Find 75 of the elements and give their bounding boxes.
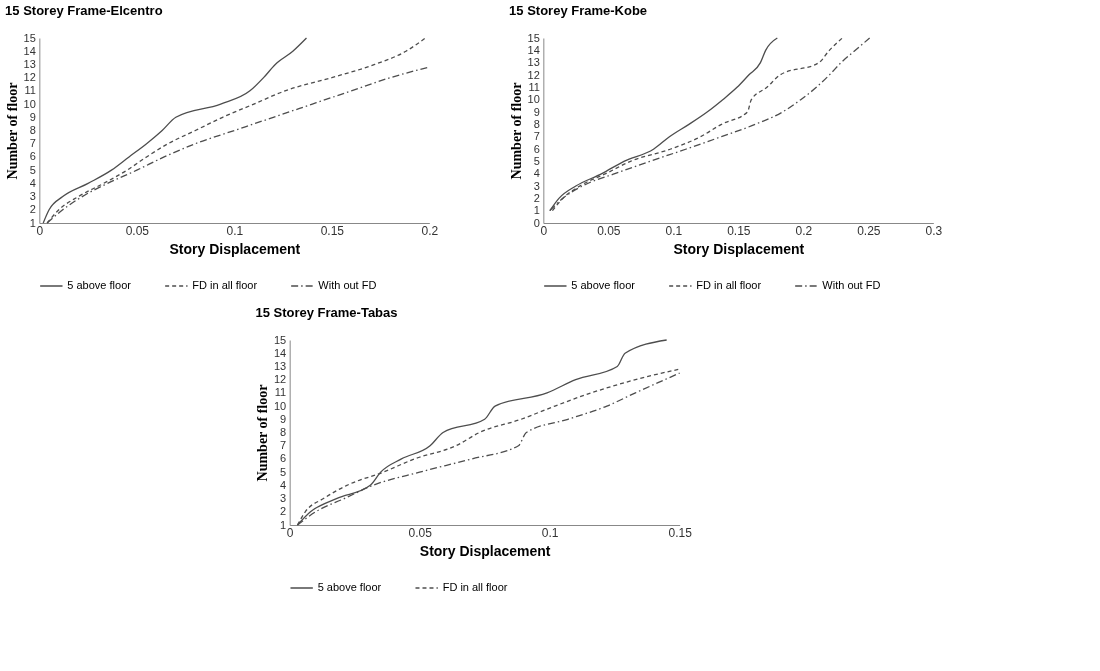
- x-tick-label: 0.3: [925, 223, 943, 238]
- y-tick-label: 12: [527, 68, 540, 81]
- y-tick-label: 14: [527, 43, 540, 56]
- y-tick-label: 10: [527, 93, 540, 106]
- x-tick-label: 0.05: [408, 525, 433, 540]
- x-axis-title: Story Displacement: [419, 542, 551, 559]
- y-tick-label: 3: [533, 179, 540, 192]
- x-tick-label: 0.05: [125, 223, 150, 238]
- y-tick-label: 8: [280, 426, 287, 438]
- y-tick-label: 7: [280, 439, 287, 452]
- y-tick-label: 4: [533, 167, 540, 180]
- y-tick-label: 11: [528, 80, 540, 93]
- legend-label: FD in all floor: [696, 279, 762, 291]
- y-tick-label: 6: [29, 150, 36, 163]
- y-tick-label: 13: [23, 57, 36, 70]
- y-tick-label: 9: [533, 105, 540, 118]
- y-tick-label: 9: [29, 110, 36, 123]
- y-tick-label: 14: [23, 44, 36, 57]
- y-tick-label: 7: [29, 137, 36, 150]
- y-tick-label: 10: [23, 97, 36, 110]
- chart-title: 15 Storey Frame-Elcentro: [5, 3, 163, 18]
- y-tick-label: 15: [23, 31, 36, 44]
- legend-label: FD in all floor: [192, 279, 258, 291]
- x-tick-label: 0.25: [857, 223, 881, 238]
- legend-label: With out FD: [822, 279, 881, 291]
- y-tick-label: 7: [533, 130, 540, 143]
- chart-title: 15 Storey Frame-Kobe: [509, 3, 648, 18]
- y-tick-label: 6: [280, 452, 287, 465]
- x-tick-label: 0.15: [727, 223, 751, 238]
- x-tick-label: 0.2: [421, 223, 439, 238]
- legend-label: With out FD: [318, 279, 377, 291]
- y-tick-label: 15: [273, 333, 287, 346]
- y-tick-label: 15: [527, 31, 540, 44]
- x-axis-title: Story Displacement: [673, 240, 805, 257]
- x-tick-label: 0.15: [320, 223, 345, 238]
- x-tick-label: 0.1: [541, 525, 559, 540]
- y-tick-label: 13: [273, 359, 287, 372]
- y-tick-label: 3: [280, 492, 287, 505]
- x-axis-title: Story Displacement: [169, 240, 301, 257]
- legend-label: 5 above floor: [571, 279, 636, 291]
- y-tick-label: 2: [29, 203, 36, 216]
- x-tick-label: 0.05: [597, 223, 621, 238]
- y-tick-label: 5: [533, 154, 540, 167]
- y-tick-label: 4: [280, 478, 287, 491]
- chart-title: 15 Storey Frame-Tabas: [255, 305, 398, 320]
- y-tick-label: 1: [29, 216, 36, 229]
- legend-label: 5 above floor: [67, 279, 132, 291]
- x-tick-label: 0.2: [795, 223, 813, 238]
- y-tick-label: 8: [29, 124, 36, 136]
- y-tick-label: 12: [23, 71, 36, 84]
- legend-label: FD in all floor: [442, 581, 508, 593]
- y-axis-title: Number of floor: [4, 82, 20, 180]
- y-tick-label: 9: [280, 412, 287, 425]
- y-tick-label: 13: [527, 56, 540, 69]
- y-tick-label: 10: [273, 399, 287, 412]
- x-tick-label: 0.15: [668, 525, 693, 540]
- x-tick-label: 0.1: [665, 223, 683, 238]
- y-tick-label: 2: [280, 505, 287, 518]
- y-tick-label: 3: [29, 190, 36, 203]
- y-tick-label: 2: [533, 191, 540, 204]
- y-tick-label: 1: [533, 204, 540, 217]
- y-tick-label: 11: [274, 386, 287, 399]
- y-tick-label: 4: [29, 176, 36, 189]
- legend-label: 5 above floor: [317, 581, 382, 593]
- y-tick-label: 12: [273, 373, 287, 386]
- y-tick-label: 5: [280, 465, 287, 478]
- y-axis-title: Number of floor: [508, 82, 524, 180]
- y-tick-label: 11: [24, 84, 36, 97]
- y-tick-label: 8: [533, 117, 540, 130]
- y-tick-label: 1: [280, 518, 287, 531]
- y-axis-title: Number of floor: [254, 384, 270, 482]
- y-tick-label: 14: [273, 346, 287, 359]
- y-tick-label: 5: [29, 163, 36, 176]
- x-tick-label: 0.1: [226, 223, 244, 238]
- y-tick-label: 6: [533, 142, 540, 155]
